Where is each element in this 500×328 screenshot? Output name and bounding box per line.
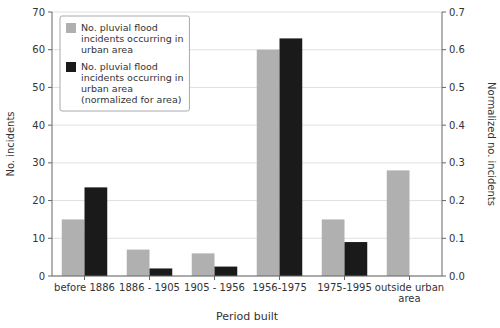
background [0,0,500,328]
x-tick [344,276,345,280]
bar [127,250,150,276]
y2-tick-label: 0.0 [449,271,465,282]
y2-tick [442,238,446,239]
grid [52,12,442,276]
y-axis-label: No. incidents [5,111,16,176]
y-tick-label: 70 [32,7,45,18]
grid-line [52,276,442,277]
bar [257,50,280,276]
y2-tick-label: 0.1 [449,233,465,244]
y2-tick-label: 0.4 [449,120,465,131]
y-tick [48,87,52,88]
y2-tick [442,125,446,126]
bar [192,253,215,276]
legend-swatch [66,23,76,33]
bar [215,267,238,276]
x-tick-label: 1975-1995 [317,282,372,293]
y-axis-line [52,12,53,276]
y-tick-label: 10 [32,233,45,244]
y-tick-label: 40 [32,120,45,131]
x-tick [279,276,280,280]
bar [62,219,85,276]
y-tick [48,238,52,239]
y2-tick [442,162,446,163]
y2-axis-line [442,12,443,276]
y2-tick-label: 0.5 [449,82,465,93]
y-tick-label: 50 [32,82,45,93]
bar [280,38,303,276]
y-tick-label: 0 [39,271,45,282]
chart: 0 10 20 30 40 50 60 70 0.0 0.1 0.2 0.3 0.4 0.5 0.6 0.7 b… [0,0,500,328]
legend-label: No. pluvial floodincidents occurring inu… [81,61,183,105]
x-tick-label: 1956-1975 [252,282,307,293]
legend: No. pluvial floodincidents occurring inu… [60,16,189,111]
y-tick [48,125,52,126]
y2-tick-label: 0.2 [449,195,465,206]
legend-box [60,16,189,111]
x-axis-label: Period built [216,310,279,323]
y-tick [48,162,52,163]
y2-tick [442,276,446,277]
y-tick [48,276,52,277]
y2-tick [442,200,446,201]
bar [322,219,345,276]
bars [62,38,410,276]
bar [387,170,410,276]
grid-line [52,125,442,126]
y2-tick-label: 0.7 [449,7,465,18]
y-tick-label: 60 [32,44,45,55]
x-tick [84,276,85,280]
y2-tick [442,87,446,88]
x-tick [149,276,150,280]
x-tick-label: before 1886 [54,282,115,293]
bar [150,268,173,276]
x-tick-label: 1886 - 1905 [119,282,180,293]
y2-tick [442,49,446,50]
legend-label: No. pluvial floodincidents occurring inu… [81,22,183,55]
y2-tick-label: 0.6 [449,44,465,55]
y-tick-label: 20 [32,195,45,206]
x-tick [214,276,215,280]
x-tick [409,276,410,280]
y-tick [48,49,52,50]
bar [345,242,368,276]
y2-axis-label: Normalized no. incidents [486,82,497,206]
y-tick-label: 30 [32,157,45,168]
x-tick-label: outside urbanarea [375,282,444,304]
y2-tick [442,12,446,13]
grid-line [52,12,442,13]
y-tick [48,200,52,201]
x-axis-line [52,276,442,277]
y2-tick-label: 0.3 [449,157,465,168]
bar [85,187,108,276]
grid-line [52,200,442,201]
x-tick-label: 1905 - 1956 [184,282,245,293]
legend-swatch [66,62,76,72]
grid-line [52,162,442,163]
y-tick [48,12,52,13]
grid-line [52,238,442,239]
axes: 0 10 20 30 40 50 60 70 0.0 0.1 0.2 0.3 0.4 0.5 0.6 0.7 b… [32,7,465,305]
